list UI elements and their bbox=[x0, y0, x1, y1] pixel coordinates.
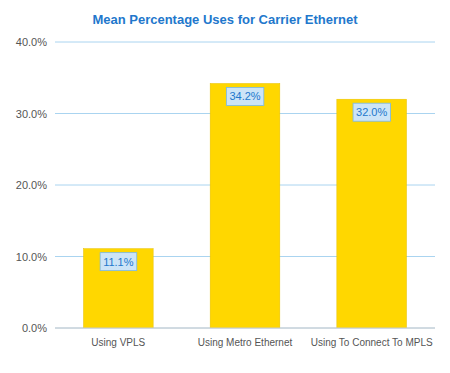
y-tick-label: 20.0% bbox=[16, 179, 47, 191]
y-tick-label: 40.0% bbox=[16, 36, 47, 48]
title: Mean Percentage Uses for Carrier Etherne… bbox=[92, 12, 358, 27]
bar bbox=[84, 249, 154, 328]
data-label-box bbox=[353, 103, 390, 121]
x-tick-label: Using To Connect To MPLS bbox=[311, 337, 433, 348]
chart: Mean Percentage Uses for Carrier Etherne… bbox=[0, 0, 450, 373]
x-axis-line bbox=[55, 328, 435, 329]
data-label-box bbox=[100, 253, 137, 271]
grid bbox=[55, 42, 435, 328]
y-tick-label: 0.0% bbox=[22, 322, 47, 334]
data-labels: 11.1% 34.2% 32.0% bbox=[100, 87, 390, 270]
chart-container: Mean Percentage Uses for Carrier Etherne… bbox=[0, 0, 450, 373]
data-label: 11.1% bbox=[103, 256, 134, 268]
data-label: 34.2% bbox=[229, 90, 260, 102]
y-tick-label: 10.0% bbox=[16, 251, 47, 263]
data-label-group: 34.2% bbox=[226, 87, 263, 105]
bars bbox=[84, 83, 407, 328]
grid-line bbox=[55, 328, 435, 329]
bar bbox=[337, 99, 407, 328]
y-tick-label: 30.0% bbox=[16, 108, 47, 120]
x-tick-label: Using Metro Ethernet bbox=[198, 337, 293, 348]
bar bbox=[210, 83, 280, 328]
data-label-group: 32.0% bbox=[353, 103, 390, 121]
grid-line bbox=[55, 42, 435, 43]
data-label: 32.0% bbox=[356, 106, 387, 118]
data-label-box bbox=[226, 87, 263, 105]
x-tick-label: Using VPLS bbox=[91, 337, 145, 348]
data-label-group: 11.1% bbox=[100, 253, 137, 271]
